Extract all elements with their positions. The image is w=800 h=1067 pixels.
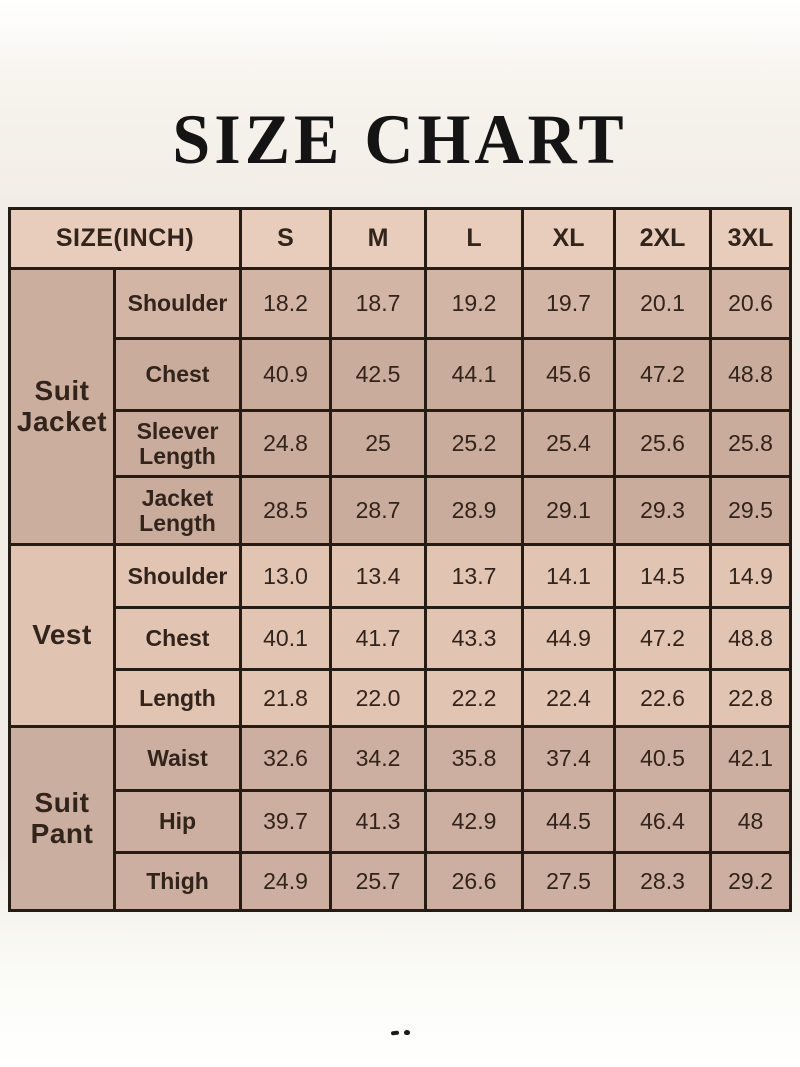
cell-value: 35.8	[424, 725, 525, 792]
cell-value: 40.1	[239, 606, 333, 671]
table-row: Hip 39.7 41.3 42.9 44.5 46.4 48	[10, 789, 793, 854]
cell-value: 47.2	[613, 606, 713, 671]
row-label-thigh: Thigh	[112, 851, 243, 912]
cell-value: 43.3	[424, 606, 525, 671]
row-label-sleever-length: Sleever Length	[112, 409, 243, 478]
cell-value: 19.7	[521, 267, 617, 340]
cell-value: 20.1	[613, 267, 713, 340]
cell-value: 42.5	[329, 337, 428, 412]
cell-value: 14.5	[613, 543, 713, 609]
cell-value: 25	[329, 409, 428, 478]
col-header-s: S	[239, 207, 333, 270]
col-header-3xl: 3XL	[709, 207, 793, 270]
cell-value: 28.5	[239, 475, 333, 546]
cell-value: 25.4	[521, 409, 617, 478]
cell-value: 46.4	[613, 789, 713, 854]
cell-value: 19.2	[424, 267, 525, 340]
cell-value: 22.6	[613, 668, 713, 728]
photo-speck	[390, 1030, 400, 1036]
cell-value: 41.7	[329, 606, 428, 671]
cell-value: 18.2	[239, 267, 333, 340]
cell-value: 24.8	[239, 409, 333, 478]
cell-value: 24.9	[239, 851, 333, 912]
cell-value: 14.9	[709, 543, 793, 609]
cell-value: 48	[709, 789, 793, 854]
table-row: Sleever Length 24.8 25 25.2 25.4 25.6 25…	[10, 409, 793, 478]
header-row: SIZE(INCH) S M L XL 2XL 3XL	[7, 207, 793, 270]
table-row: Jacket Length 28.5 28.7 28.9 29.1 29.3 2…	[10, 475, 793, 546]
cell-value: 20.6	[709, 267, 793, 340]
cell-value: 42.9	[424, 789, 525, 854]
cell-value: 34.2	[329, 725, 428, 792]
row-label-chest: Chest	[112, 606, 243, 671]
page-title: SIZE CHART	[172, 99, 628, 179]
table-row: Chest 40.9 42.5 44.1 45.6 47.2 48.8	[10, 337, 793, 412]
table-row: Chest 40.1 41.7 43.3 44.9 47.2 48.8	[10, 606, 793, 671]
table-row: Vest Shoulder 13.0 13.4 13.7 14.1 14.5 1…	[8, 543, 793, 728]
col-header-2xl: 2XL	[613, 207, 713, 270]
cell-value: 25.2	[424, 409, 525, 478]
col-header-xl: XL	[521, 207, 617, 270]
size-inch-header: SIZE(INCH)	[7, 207, 243, 270]
cell-value: 41.3	[329, 789, 428, 854]
table-row: Suit Pant Waist 32.6 34.2 35.8 37.4 40.5…	[8, 725, 793, 912]
cell-value: 25.7	[329, 851, 428, 912]
cell-value: 37.4	[521, 725, 617, 792]
size-chart-table-wrap: SIZE(INCH) S M L XL 2XL 3XL Suit Jacket …	[7, 207, 793, 912]
cell-value: 22.8	[709, 668, 793, 728]
row-label-chest: Chest	[112, 337, 243, 412]
cell-value: 28.3	[613, 851, 713, 912]
cell-value: 13.0	[239, 543, 333, 609]
cell-value: 22.4	[521, 668, 617, 728]
cell-value: 45.6	[521, 337, 617, 412]
cell-value: 39.7	[239, 789, 333, 854]
cell-value: 18.7	[329, 267, 428, 340]
table-row: Thigh 24.9 25.7 26.6 27.5 28.3 29.2	[10, 851, 793, 912]
row-label-hip: Hip	[112, 789, 243, 854]
cell-value: 29.1	[521, 475, 617, 546]
row-label-jacket-length: Jacket Length	[112, 475, 243, 546]
cell-value: 22.0	[329, 668, 428, 728]
row-label-shoulder: Shoulder	[112, 543, 243, 609]
col-header-l: L	[424, 207, 525, 270]
cell-value: 48.8	[709, 337, 793, 412]
cell-value: 44.5	[521, 789, 617, 854]
cell-value: 44.9	[521, 606, 617, 671]
cell-value: 40.9	[239, 337, 333, 412]
cell-value: 42.1	[709, 725, 793, 792]
cell-value: 28.7	[329, 475, 428, 546]
cell-value: 25.6	[613, 409, 713, 478]
cell-value: 13.4	[329, 543, 428, 609]
cell-value: 40.5	[613, 725, 713, 792]
cell-value: 26.6	[424, 851, 525, 912]
size-chart-table: SIZE(INCH) S M L XL 2XL 3XL Suit Jacket …	[7, 207, 793, 912]
cell-value: 28.9	[424, 475, 525, 546]
cell-value: 29.2	[709, 851, 793, 912]
group-label-suit-pant: Suit Pant	[8, 725, 116, 912]
row-label-shoulder: Shoulder	[112, 267, 243, 340]
cell-value: 13.7	[424, 543, 525, 609]
cell-value: 44.1	[424, 337, 525, 412]
cell-value: 22.2	[424, 668, 525, 728]
cell-value: 21.8	[239, 668, 333, 728]
cell-value: 48.8	[709, 606, 793, 671]
group-label-vest: Vest	[8, 543, 116, 728]
cell-value: 32.6	[239, 725, 333, 792]
cell-value: 29.3	[613, 475, 713, 546]
row-label-waist: Waist	[112, 725, 243, 792]
cell-value: 27.5	[521, 851, 617, 912]
cell-value: 25.8	[709, 409, 793, 478]
group-label-suit-jacket: Suit Jacket	[8, 267, 116, 546]
cell-value: 14.1	[521, 543, 617, 609]
table-row: Suit Jacket Shoulder 18.2 18.7 19.2 19.7…	[8, 267, 793, 546]
cell-value: 47.2	[613, 337, 713, 412]
col-header-m: M	[329, 207, 428, 270]
row-label-length: Length	[112, 668, 243, 728]
cell-value: 29.5	[709, 475, 793, 546]
photo-speck	[404, 1030, 410, 1035]
table-row: Length 21.8 22.0 22.2 22.4 22.6 22.8	[10, 668, 793, 728]
